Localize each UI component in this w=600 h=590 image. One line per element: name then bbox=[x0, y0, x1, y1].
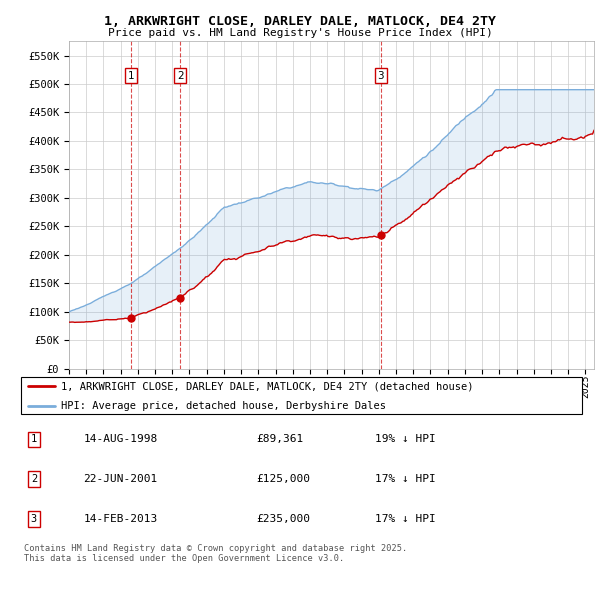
Text: 19% ↓ HPI: 19% ↓ HPI bbox=[375, 434, 436, 444]
Text: 17% ↓ HPI: 17% ↓ HPI bbox=[375, 514, 436, 525]
Text: £235,000: £235,000 bbox=[256, 514, 310, 525]
Text: £89,361: £89,361 bbox=[256, 434, 304, 444]
Text: 1: 1 bbox=[128, 71, 134, 81]
Text: Contains HM Land Registry data © Crown copyright and database right 2025.
This d: Contains HM Land Registry data © Crown c… bbox=[24, 544, 407, 563]
Text: Price paid vs. HM Land Registry's House Price Index (HPI): Price paid vs. HM Land Registry's House … bbox=[107, 28, 493, 38]
Text: 2: 2 bbox=[31, 474, 37, 484]
Text: HPI: Average price, detached house, Derbyshire Dales: HPI: Average price, detached house, Derb… bbox=[61, 401, 386, 411]
Text: £125,000: £125,000 bbox=[256, 474, 310, 484]
Text: 1, ARKWRIGHT CLOSE, DARLEY DALE, MATLOCK, DE4 2TY (detached house): 1, ARKWRIGHT CLOSE, DARLEY DALE, MATLOCK… bbox=[61, 381, 473, 391]
FancyBboxPatch shape bbox=[21, 378, 582, 414]
Text: 17% ↓ HPI: 17% ↓ HPI bbox=[375, 474, 436, 484]
Text: 3: 3 bbox=[31, 514, 37, 525]
Text: 1, ARKWRIGHT CLOSE, DARLEY DALE, MATLOCK, DE4 2TY: 1, ARKWRIGHT CLOSE, DARLEY DALE, MATLOCK… bbox=[104, 15, 496, 28]
Text: 1: 1 bbox=[31, 434, 37, 444]
Text: 14-FEB-2013: 14-FEB-2013 bbox=[83, 514, 157, 525]
Text: 2: 2 bbox=[177, 71, 184, 81]
Text: 22-JUN-2001: 22-JUN-2001 bbox=[83, 474, 157, 484]
Text: 3: 3 bbox=[377, 71, 384, 81]
Text: 14-AUG-1998: 14-AUG-1998 bbox=[83, 434, 157, 444]
